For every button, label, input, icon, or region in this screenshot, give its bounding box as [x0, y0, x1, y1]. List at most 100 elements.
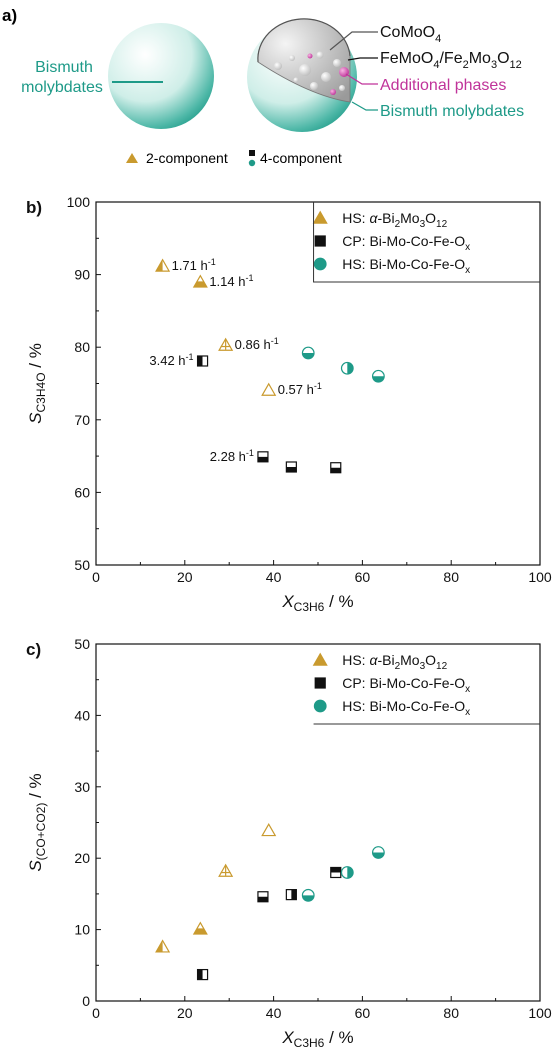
data-point-square	[285, 889, 297, 901]
data-point-square	[285, 461, 297, 473]
y-tick-label: 30	[74, 779, 90, 795]
marker-outline	[192, 274, 208, 288]
legend-label: HS: Bi-Mo-Co-Fe-Ox	[342, 256, 470, 276]
marker-fill	[197, 969, 203, 980]
bubble	[333, 59, 341, 67]
x-tick-label: 20	[177, 569, 193, 585]
marker-fill	[314, 700, 327, 712]
legend: HS: α-Bi2Mo3O12 CP: Bi-Mo-Co-Fe-Ox HS: Bi-…	[312, 210, 470, 276]
marker-outline	[261, 822, 277, 837]
marker-outline	[155, 939, 171, 953]
x-tick-label: 60	[355, 569, 371, 585]
bubble	[274, 62, 282, 70]
data-point-square	[196, 355, 209, 367]
x-tick-label: 40	[266, 569, 282, 585]
marker-fill	[193, 281, 207, 288]
x-tick-label: 40	[266, 1005, 282, 1021]
data-point-triangle	[155, 939, 171, 953]
data-label: 3.42 h-1	[149, 352, 193, 368]
marker-outline	[261, 382, 277, 396]
marker-fill	[313, 211, 327, 224]
data-point-circle	[371, 846, 385, 859]
marker-outline	[330, 866, 342, 879]
marker-fill	[330, 467, 341, 473]
series-square: 3.42 h-1 2.28 h-1	[149, 352, 342, 474]
legend-marker-teal-circle	[313, 257, 327, 271]
legend-marker-black-square	[314, 677, 326, 689]
data-point-square	[196, 968, 209, 981]
series-square	[196, 866, 342, 981]
panel-label: c)	[26, 640, 41, 659]
marker-outline	[330, 462, 342, 474]
legend-label: HS: α-Bi2Mo3O12	[342, 652, 447, 672]
marker-outline	[314, 677, 326, 689]
marker-outline	[285, 889, 297, 901]
bubble	[316, 51, 324, 59]
data-label: 0.86 h-1	[235, 336, 279, 352]
two-component-marker	[126, 153, 138, 163]
data-point-square	[257, 451, 269, 463]
marker-fill	[315, 678, 326, 688]
marker-outline	[313, 257, 327, 271]
data-point-triangle	[192, 921, 208, 935]
marker-fill	[257, 896, 268, 902]
left-sphere-label-line1: Bismuth	[35, 59, 93, 76]
additional-leader	[345, 73, 378, 85]
series-circle	[301, 346, 385, 383]
panel-a-schematic: a) Bismuth molybdates CoMoO4 FeMoO4/Fe2M…	[2, 6, 524, 167]
left-sphere-label-line2: molybdates	[21, 79, 103, 96]
x-tick-label: 80	[443, 569, 459, 585]
data-point-circle	[340, 866, 354, 879]
marker-outline	[196, 968, 209, 981]
comoo4-leader	[329, 31, 378, 51]
x-axis-label: XC3H6 / %	[281, 592, 353, 614]
y-tick-label: 100	[67, 194, 91, 210]
legend-box	[313, 202, 540, 283]
series-triangle: 1.71 h-11.14 h-1 0.86 h-1 0.57 h-1	[155, 257, 322, 397]
y-tick-label: 80	[74, 339, 90, 355]
data-point-square	[330, 462, 342, 474]
y-tick-label: 40	[74, 707, 90, 723]
data-point-triangle	[261, 822, 277, 837]
y-axis-label: SC3H4O / %	[26, 343, 48, 424]
marker-outline	[218, 337, 234, 351]
x-tick-label: 80	[443, 1005, 459, 1021]
data-point-square	[257, 891, 269, 903]
panel-label: b)	[26, 198, 42, 217]
marker-base	[262, 383, 276, 396]
data-label: 2.28 h-1	[210, 448, 254, 464]
legend-label: HS: α-Bi2Mo3O12	[342, 210, 447, 230]
marker-outline	[301, 888, 315, 902]
bubble	[299, 64, 311, 76]
panel-b-chart: b) 0 20 40 60 80 100 50 60 70 80 90 100 XC3H6 / % SC3H…	[26, 194, 552, 614]
two-component-label: 2-component	[146, 150, 228, 166]
x-tick-label: 0	[92, 1005, 100, 1021]
marker-fill	[193, 928, 207, 935]
data-point-triangle	[218, 337, 234, 351]
y-tick-label: 50	[74, 557, 90, 573]
legend-marker-gold-triangle	[312, 210, 328, 224]
data-label: 1.14 h-1	[209, 273, 253, 289]
bismuth-molybdates-label: Bismuth molybdates	[380, 103, 524, 120]
legend-label: HS: Bi-Mo-Co-Fe-Ox	[342, 698, 470, 718]
bubble	[339, 85, 345, 91]
x-tick-label: 20	[177, 1005, 193, 1021]
marker-outline	[285, 461, 297, 473]
data-point-circle	[340, 361, 354, 375]
panel-c-chart: c) 0 20 40 60 80 100 0 10 20 30 40 50 XC3H6 / % S(CO+C…	[26, 636, 552, 1050]
series-circle	[301, 846, 385, 902]
marker-outline	[218, 863, 234, 877]
marker-outline	[371, 846, 385, 859]
legend-label: CP: Bi-Mo-Co-Fe-Ox	[342, 233, 470, 253]
panel-a-label: a)	[2, 6, 17, 25]
y-tick-label: 90	[74, 267, 90, 283]
x-axis-label: XC3H6 / %	[281, 1028, 353, 1050]
bubble	[310, 82, 318, 90]
y-tick-label: 50	[74, 636, 90, 652]
x-tick-label: 60	[355, 1005, 371, 1021]
marker-fill	[197, 355, 203, 366]
legend-marker-gold-triangle	[312, 652, 328, 666]
marker-fill	[315, 236, 326, 246]
marker-outline	[313, 699, 327, 713]
